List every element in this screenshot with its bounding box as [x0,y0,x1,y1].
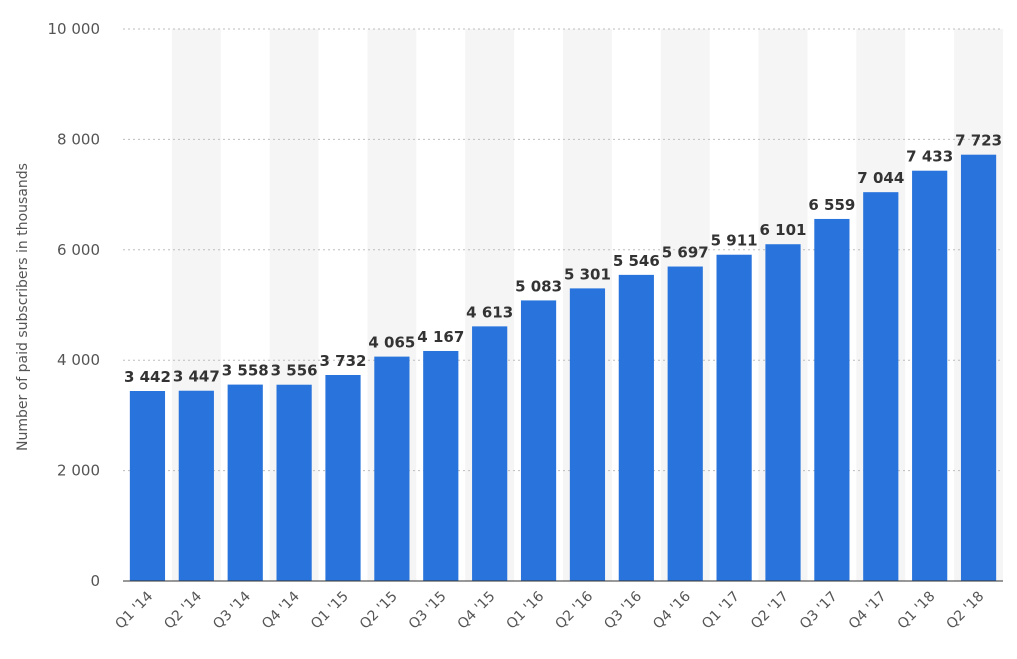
x-tick-label: Q3 '16 [601,588,645,632]
x-tick-label: Q3 '15 [406,589,450,633]
x-tick-label: Q1 '14 [112,588,156,632]
bar [912,170,948,581]
bar [129,391,166,581]
bar [178,390,214,581]
bar [765,244,801,581]
y-tick-label: 6 000 [57,241,100,259]
y-tick-label: 0 [90,572,100,590]
data-label: 7 723 [955,132,1002,150]
data-label: 7 433 [906,148,953,166]
x-axis-labels: Q1 '14 Q2 '14 Q3 '14 Q4 '14 Q1 '15 Q2 '15 Q3 '… [112,588,987,632]
x-tick-label: Q2 '17 [748,589,792,633]
data-label: 4 065 [368,334,415,352]
data-label: 4 167 [417,328,464,346]
x-tick-label: Q2 '15 [357,589,401,633]
y-tick-label: 8 000 [57,130,100,148]
x-tick-label: Q4 '16 [650,588,694,632]
bars [129,154,997,581]
x-tick-label: Q4 '14 [259,588,303,632]
x-tick-label: Q1 '15 [308,589,352,633]
x-tick-label: Q2 '14 [161,588,205,632]
bar [814,218,850,581]
x-tick-label: Q2 '18 [944,589,988,633]
data-label: 7 044 [857,169,904,187]
x-tick-label: Q1 '18 [895,589,939,633]
x-tick-label: Q4 '15 [455,589,499,633]
grid-lines [123,28,1003,472]
data-label: 3 442 [124,368,171,386]
bar [520,300,557,581]
data-label: 5 546 [613,252,660,270]
data-label: 3 556 [271,362,318,380]
y-axis-title: Number of paid subscribers in thousands [15,163,31,451]
x-tick-label: Q3 '14 [210,588,254,632]
data-label: 3 558 [222,362,269,380]
data-label: 4 613 [466,303,513,321]
y-tick-label: 4 000 [57,351,100,369]
data-label: 3 447 [173,368,220,386]
bar [423,350,459,581]
bar [325,374,361,581]
bar [472,326,508,581]
x-tick-label: Q1 '17 [699,589,743,633]
bar [960,154,997,581]
data-label: 5 301 [564,265,611,283]
bar [374,356,410,581]
x-tick-label: Q3 '17 [797,589,841,633]
data-label: 5 083 [515,277,562,295]
x-tick-label: Q2 '16 [552,588,596,632]
y-axis-ticks: 0 2 000 4 000 6 000 8 000 10 000 [48,20,101,590]
bar [863,192,899,581]
bar [716,254,752,581]
bar [618,274,654,581]
data-label: 6 559 [808,196,855,214]
data-label: 5 697 [662,244,709,262]
data-label: 5 911 [711,232,758,250]
x-tick-label: Q4 '17 [846,589,890,633]
y-tick-label: 10 000 [48,20,101,38]
bar [667,266,703,581]
x-tick-label: Q1 '16 [504,588,548,632]
data-label: 6 101 [760,221,807,239]
data-label: 3 732 [320,352,367,370]
y-tick-label: 2 000 [57,462,100,480]
bar [227,384,263,581]
bar [276,384,312,581]
bar [569,288,606,581]
